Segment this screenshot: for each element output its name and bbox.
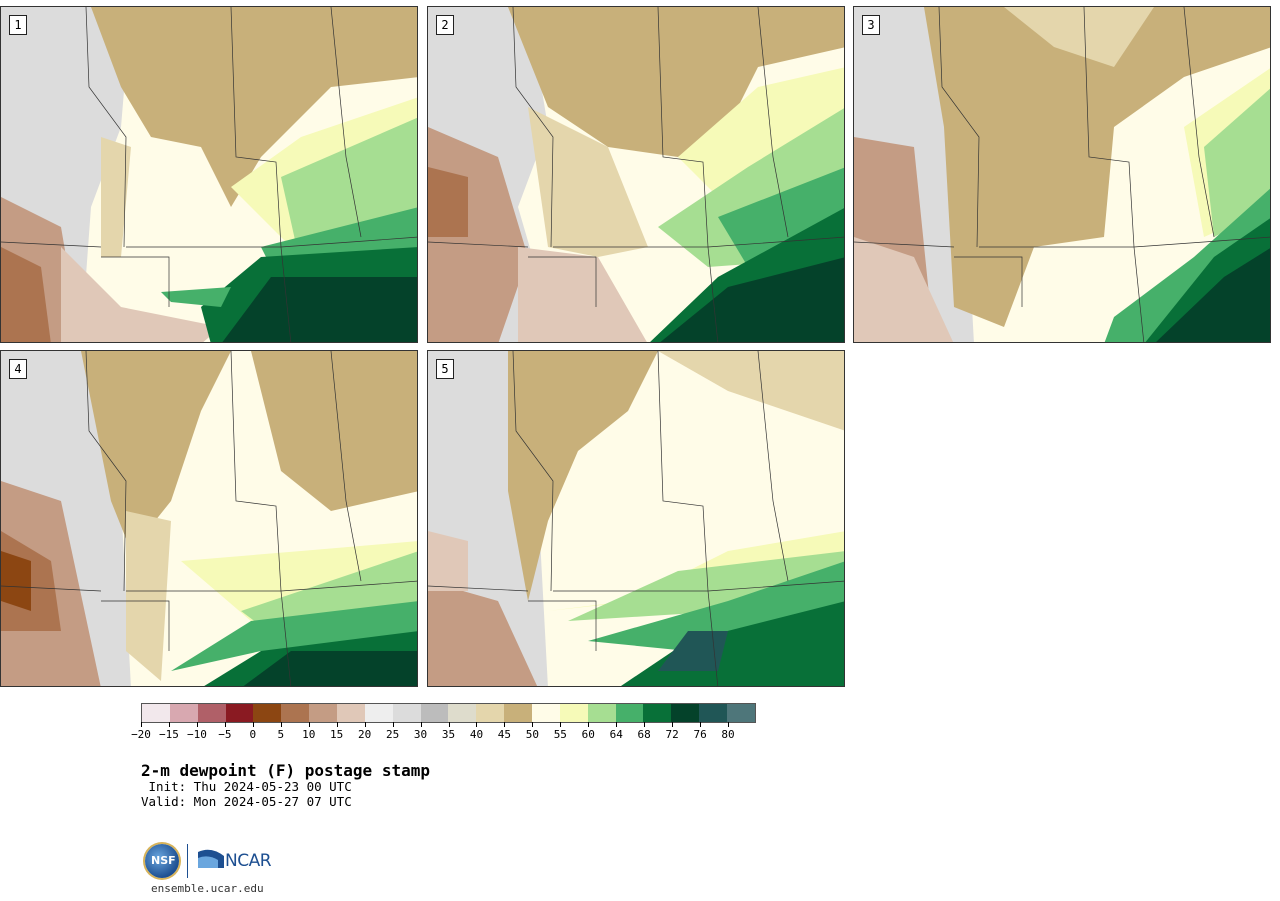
colorbar-tick-label: −20: [131, 728, 151, 741]
colorbar-tick: [252, 722, 254, 727]
dewpoint-map-3: [854, 7, 1270, 342]
logos: NSF NCAR: [145, 842, 285, 882]
colorbar-tick-label: 40: [469, 728, 484, 741]
colorbar-tick: [141, 722, 142, 727]
map-panel-4[interactable]: 4: [0, 350, 418, 687]
panel-number-2: 2: [436, 15, 454, 35]
colorbar-tick: [644, 722, 646, 727]
colorbar-tick: [672, 722, 674, 727]
panel-number-3: 3: [862, 15, 880, 35]
colorbar-segment: [364, 704, 393, 722]
colorbar-segment: [197, 704, 226, 722]
colorbar-segment: [615, 704, 644, 722]
colorbar-tick: [588, 722, 590, 727]
map-panel-5[interactable]: 5: [427, 350, 845, 687]
colorbar-segment: [142, 704, 170, 722]
colorbar-tick: [168, 722, 170, 727]
ncar-wave-icon: [198, 849, 224, 868]
colorbar-tick-label: 80: [721, 728, 735, 741]
map-panel-2[interactable]: 2: [427, 6, 845, 343]
colorbar-tick-label: −15: [159, 728, 179, 741]
colorbar-segment: [559, 704, 588, 722]
colorbar-segment: [281, 704, 310, 722]
colorbar-tick-label: 15: [330, 728, 344, 741]
dewpoint-map-1: [1, 7, 417, 342]
colorbar-tick-label: 30: [413, 728, 428, 741]
colorbar-tick: [392, 722, 394, 727]
colorbar-tick: [560, 722, 562, 727]
colorbar-segment: [587, 704, 616, 722]
colorbar-tick: [700, 722, 702, 727]
dewpoint-colorbar: [141, 703, 756, 723]
colorbar-segment: [699, 704, 728, 722]
valid-time: Valid: Mon 2024-05-27 07 UTC: [141, 794, 352, 809]
colorbar-segment: [671, 704, 700, 722]
colorbar-tick: [728, 722, 730, 727]
colorbar-tick: [364, 722, 366, 727]
colorbar-segment: [643, 704, 672, 722]
colorbar-tick-label: −5: [218, 728, 232, 741]
colorbar-tick-label: 0: [249, 728, 257, 741]
colorbar-tick-label: 76: [693, 728, 707, 741]
colorbar-segment: [169, 704, 198, 722]
colorbar-tick: [336, 722, 338, 727]
colorbar-segment: [225, 704, 254, 722]
colorbar-segment: [253, 704, 282, 722]
colorbar-segment: [420, 704, 449, 722]
panel-number-1: 1: [9, 15, 27, 35]
dewpoint-map-4: [1, 351, 417, 686]
colorbar-tick-label: 25: [385, 728, 400, 741]
colorbar-segment: [727, 704, 755, 722]
dewpoint-map-2: [428, 7, 844, 342]
colorbar-segment: [532, 704, 560, 722]
colorbar-segment: [504, 704, 533, 722]
colorbar-ticks: −20 −15 −10 −5 0 5 10 15 20 25 30 35 40 45 50 55 60 64 68 7…: [131, 722, 756, 744]
colorbar-tick: [448, 722, 450, 727]
website-link[interactable]: ensemble.ucar.edu: [151, 882, 264, 895]
plot-title: 2-m dewpoint (F) postage stamp: [141, 761, 430, 780]
logo-divider: [187, 844, 188, 878]
ncar-logo-text: NCAR: [225, 851, 272, 871]
panel-number-4: 4: [9, 359, 27, 379]
colorbar-tick-label: 20: [358, 728, 372, 741]
colorbar-tick-label: 68: [637, 728, 651, 741]
colorbar-segment: [337, 704, 365, 722]
colorbar-tick: [504, 722, 506, 727]
colorbar-tick: [196, 722, 198, 727]
colorbar-tick-label: 5: [277, 728, 285, 741]
colorbar-tick-label: 35: [441, 728, 456, 741]
colorbar-segment: [448, 704, 477, 722]
colorbar-tick: [532, 722, 534, 727]
colorbar-tick: [280, 722, 282, 727]
colorbar-tick-label: 55: [553, 728, 567, 741]
colorbar-tick-label: 64: [609, 728, 623, 741]
colorbar-tick-label: −10: [186, 728, 207, 741]
map-panel-1[interactable]: 1: [0, 6, 418, 343]
colorbar-tick: [616, 722, 618, 727]
colorbar-tick: [476, 722, 478, 727]
init-time: Init: Thu 2024-05-23 00 UTC: [141, 779, 352, 794]
nsf-logo: [145, 844, 179, 878]
nsf-logo-text: NSF: [151, 854, 176, 867]
colorbar-segment: [392, 704, 421, 722]
dewpoint-map-5: [428, 351, 844, 686]
panel-number-5: 5: [436, 359, 454, 379]
colorbar-tick-label: 60: [581, 728, 595, 741]
colorbar-segment: [309, 704, 338, 722]
colorbar-tick: [224, 722, 226, 727]
colorbar-segment: [476, 704, 505, 722]
colorbar-tick: [308, 722, 310, 727]
colorbar-tick: [420, 722, 422, 727]
map-panel-3[interactable]: 3: [853, 6, 1271, 343]
colorbar-tick-label: 50: [525, 728, 539, 741]
colorbar-tick-label: 10: [302, 728, 316, 741]
colorbar-tick-label: 45: [497, 728, 512, 741]
colorbar-tick-label: 72: [665, 728, 679, 741]
